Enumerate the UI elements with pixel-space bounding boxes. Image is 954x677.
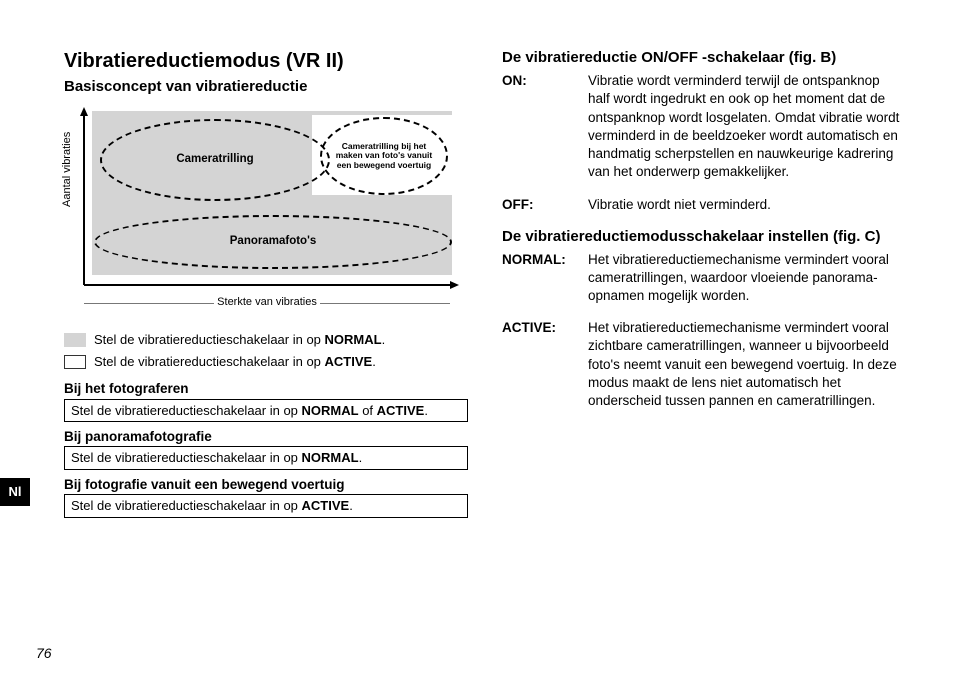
term-active-label: ACTIVE bbox=[502, 320, 552, 335]
tip-bold1: NORMAL bbox=[302, 450, 359, 465]
term-active: ACTIVE: bbox=[502, 319, 588, 410]
tip-vehicle: Bij fotografie vanuit een bewegend voert… bbox=[64, 476, 468, 518]
tip-post: . bbox=[349, 498, 353, 513]
definition-active: ACTIVE: Het vibratiereductiemechanisme v… bbox=[502, 319, 904, 410]
term-off-label: OFF bbox=[502, 197, 529, 212]
page: Vibratiereductiemodus (VR II) Basisconce… bbox=[0, 0, 954, 544]
legend-row-active: Stel de vibratiereductieschakelaar in op… bbox=[64, 353, 468, 371]
tip-pre: Stel de vibratiereductieschakelaar in op bbox=[71, 403, 302, 418]
tip-post: . bbox=[359, 450, 363, 465]
x-axis-arrow-icon bbox=[450, 281, 459, 289]
tip-title: Bij fotografie vanuit een bewegend voert… bbox=[64, 476, 468, 494]
body-off: Vibratie wordt niet verminderd. bbox=[588, 196, 904, 214]
term-off: OFF: bbox=[502, 196, 588, 214]
tip-bold1: ACTIVE bbox=[302, 498, 350, 513]
tip-title: Bij panoramafotografie bbox=[64, 428, 468, 446]
legend-text-active: Stel de vibratiereductieschakelaar in op… bbox=[94, 353, 468, 371]
language-tab: Nl bbox=[0, 478, 30, 506]
tip-pre: Stel de vibratiereductieschakelaar in op bbox=[71, 498, 302, 513]
legend-normal-bold: NORMAL bbox=[325, 332, 382, 347]
term-on: ON: bbox=[502, 72, 588, 181]
legend-active-bold: ACTIVE bbox=[325, 354, 373, 369]
tip-pre: Stel de vibratiereductieschakelaar in op bbox=[71, 450, 302, 465]
main-heading: Vibratiereductiemodus (VR II) bbox=[30, 48, 468, 75]
y-axis-label: Aantal vibraties bbox=[60, 132, 75, 207]
legend-active-suffix: . bbox=[372, 354, 376, 369]
section-c-heading: De vibratiereductiemodusschakelaar inste… bbox=[502, 228, 904, 247]
tip-post: . bbox=[424, 403, 428, 418]
sub-heading: Basisconcept van vibratiereductie bbox=[30, 77, 468, 97]
body-active: Het vibratiereductiemechanisme verminder… bbox=[588, 319, 904, 410]
tip-bold2: ACTIVE bbox=[377, 403, 425, 418]
tip-box: Stel de vibratiereductieschakelaar in op… bbox=[64, 494, 468, 518]
tip-bold1: NORMAL bbox=[302, 403, 359, 418]
tip-photographing: Bij het fotograferen Stel de vibratiered… bbox=[64, 380, 468, 422]
legend-active-prefix: Stel de vibratiereductieschakelaar in op bbox=[94, 354, 325, 369]
diagram-ellipse-camera-shake: Cameratrilling bbox=[100, 119, 330, 201]
diagram-ellipse-panorama: Panoramafoto's bbox=[94, 215, 452, 269]
legend-text-normal: Stel de vibratiereductieschakelaar in op… bbox=[94, 331, 468, 349]
tip-title: Bij het fotograferen bbox=[64, 380, 468, 398]
legend-swatch-white bbox=[64, 355, 86, 369]
tip-mid: of bbox=[359, 403, 377, 418]
y-axis-line bbox=[83, 115, 85, 285]
legend-swatch-grey bbox=[64, 333, 86, 347]
definition-normal: NORMAL: Het vibratiereductiemechanisme v… bbox=[502, 251, 904, 306]
body-on: Vibratie wordt verminderd terwijl de ont… bbox=[588, 72, 904, 181]
term-normal-label: NORMAL bbox=[502, 252, 561, 267]
tip-box: Stel de vibratiereductieschakelaar in op… bbox=[64, 399, 468, 423]
body-normal: Het vibratiereductiemechanisme verminder… bbox=[588, 251, 904, 306]
tip-panorama: Bij panoramafotografie Stel de vibratier… bbox=[64, 428, 468, 470]
tip-box: Stel de vibratiereductieschakelaar in op… bbox=[64, 446, 468, 470]
x-axis-line bbox=[84, 284, 450, 286]
x-axis-label: Sterkte van vibraties bbox=[84, 295, 450, 310]
legend-normal-prefix: Stel de vibratiereductieschakelaar in op bbox=[94, 332, 325, 347]
definition-on: ON: Vibratie wordt verminderd terwijl de… bbox=[502, 72, 904, 181]
section-b-heading: De vibratiereductie ON/OFF -schakelaar (… bbox=[502, 48, 904, 68]
term-on-label: ON bbox=[502, 73, 522, 88]
legend-row-normal: Stel de vibratiereductieschakelaar in op… bbox=[64, 331, 468, 349]
right-column: De vibratiereductie ON/OFF -schakelaar (… bbox=[502, 48, 904, 524]
left-column: Vibratiereductiemodus (VR II) Basisconce… bbox=[30, 48, 468, 524]
vibration-diagram: Cameratrilling Cameratrilling bij het ma… bbox=[64, 107, 468, 317]
legend-normal-suffix: . bbox=[382, 332, 386, 347]
term-normal: NORMAL: bbox=[502, 251, 588, 306]
page-number: 76 bbox=[36, 644, 52, 663]
diagram-ellipse-vehicle: Cameratrilling bij het maken van foto's … bbox=[320, 117, 448, 195]
definition-off: OFF: Vibratie wordt niet verminderd. bbox=[502, 196, 904, 214]
diagram-legend: Stel de vibratiereductieschakelaar in op… bbox=[64, 331, 468, 370]
